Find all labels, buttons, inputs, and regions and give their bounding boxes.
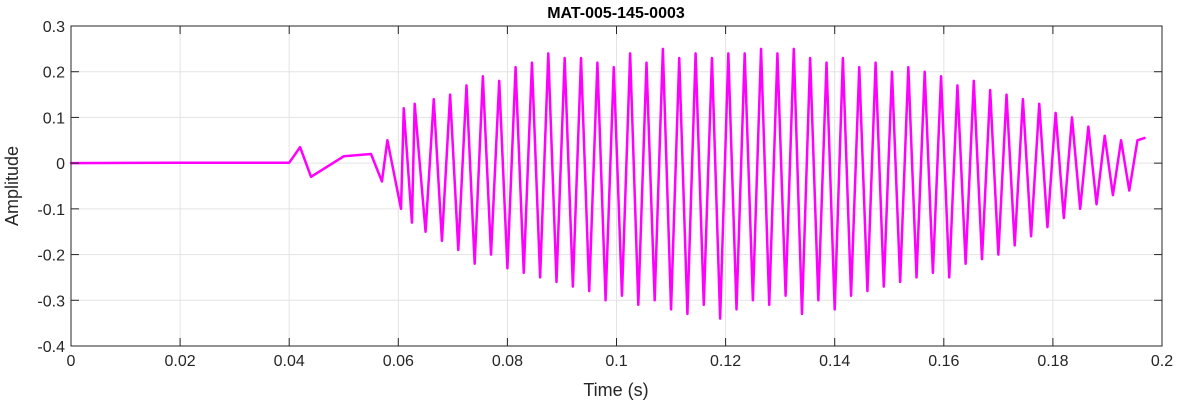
x-tick-label: 0.02 bbox=[165, 353, 196, 370]
y-tick-label: -0.1 bbox=[37, 202, 65, 219]
y-axis-label: Amplitude bbox=[2, 146, 22, 226]
y-tick-label: -0.2 bbox=[37, 248, 65, 265]
x-tick-label: 0 bbox=[67, 353, 76, 370]
y-tick-label: -0.3 bbox=[37, 293, 65, 310]
x-tick-label: 0.14 bbox=[819, 353, 850, 370]
y-tick-label: -0.4 bbox=[37, 339, 65, 356]
x-tick-label: 0.12 bbox=[710, 353, 741, 370]
x-tick-label: 0.18 bbox=[1037, 353, 1068, 370]
x-tick-label: 0.16 bbox=[928, 353, 959, 370]
x-tick-label: 0.2 bbox=[1151, 353, 1173, 370]
chart-title: MAT-005-145-0003 bbox=[547, 5, 685, 22]
x-tick-label: 0.04 bbox=[274, 353, 305, 370]
axis-ticks: 0 0.02 0.04 0.06 0.08 0.1 0.12 0.14 0.16 0.18 0.2 -… bbox=[37, 19, 1173, 370]
x-tick-label: 0.06 bbox=[383, 353, 414, 370]
y-tick-label: 0.3 bbox=[43, 19, 65, 36]
series-layer bbox=[69, 47, 1146, 320]
y-tick-label: 0 bbox=[56, 156, 65, 173]
waveform-line bbox=[69, 47, 1146, 320]
y-tick-label: 0.1 bbox=[43, 110, 65, 127]
x-tick-label: 0.08 bbox=[492, 353, 523, 370]
y-tick-label: 0.2 bbox=[43, 65, 65, 82]
x-axis-label: Time (s) bbox=[583, 380, 648, 400]
x-tick-label: 0.1 bbox=[605, 353, 627, 370]
